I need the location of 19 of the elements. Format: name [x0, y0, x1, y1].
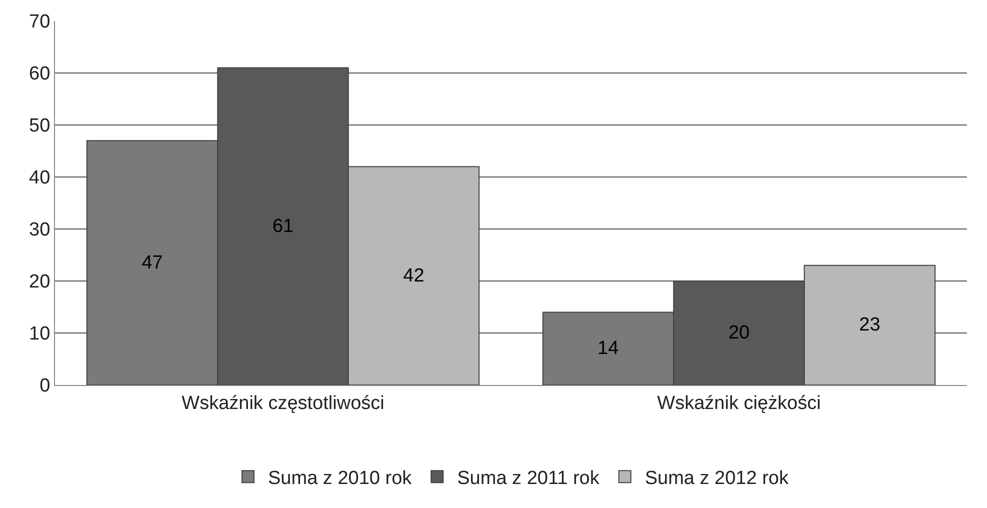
legend-label: Suma z 2011 rok	[457, 468, 600, 490]
y-tick-label: 20	[29, 272, 50, 293]
data-label: 14	[597, 338, 620, 360]
x-tick-label: Wskaźnik częstotliwości	[182, 392, 384, 414]
y-tick-label: 10	[29, 324, 50, 345]
legend-label: Suma z 2010 rok	[268, 468, 412, 490]
y-tick-label: 30	[29, 220, 50, 241]
data-label: 61	[272, 216, 294, 237]
y-tick-label: 60	[29, 64, 50, 85]
y-tick-label: 0	[40, 376, 50, 397]
y-tick-label: 40	[29, 168, 50, 189]
y-tick-label: 70	[29, 12, 50, 33]
data-label: 47	[142, 252, 163, 274]
data-label: 23	[859, 314, 880, 336]
legend-label: Suma z 2012 rok	[644, 468, 789, 490]
data-label: 42	[403, 265, 424, 286]
x-tick-label: Wskaźnik ciężkości	[657, 392, 821, 414]
y-tick-label: 50	[29, 116, 50, 137]
data-label: 20	[728, 322, 750, 344]
